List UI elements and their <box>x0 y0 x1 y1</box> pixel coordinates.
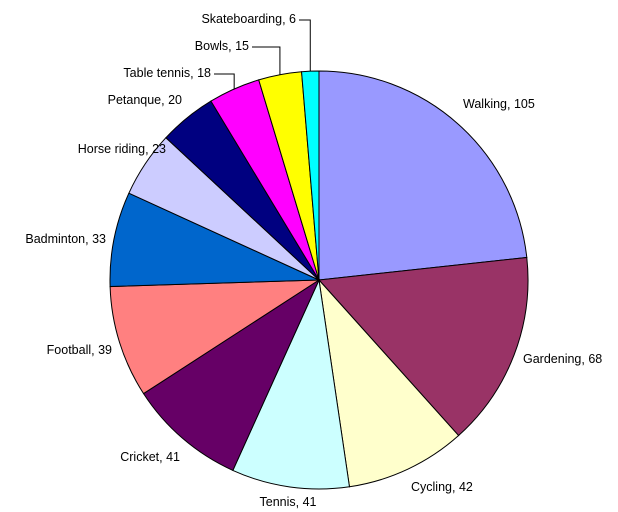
slice-label-value: 6 <box>289 12 296 26</box>
slice-label: Cricket, 41 <box>120 450 180 464</box>
slice-label: Tennis, 41 <box>260 495 317 509</box>
slice-label-category: Skateboarding <box>201 12 282 26</box>
slice-label-category: Badminton <box>25 232 85 246</box>
slice-label-category: Walking <box>463 97 507 111</box>
slice-label-value: 41 <box>303 495 317 509</box>
slice-label-value: 68 <box>588 352 602 366</box>
slice-label-value: 20 <box>168 93 182 107</box>
slice-label: Cycling, 42 <box>411 480 473 494</box>
pie-slice <box>142 278 321 472</box>
slice-label: Skateboarding, 6 <box>201 12 296 26</box>
slice-label-category: Cycling <box>411 480 452 494</box>
slice-label-category: Table tennis <box>123 66 190 80</box>
slice-label-category: Horse riding <box>78 142 145 156</box>
slice-label-category: Cricket <box>120 450 159 464</box>
slice-label-category: Petanque <box>108 93 162 107</box>
pie-slice <box>109 279 321 395</box>
slice-label-category: Football <box>47 343 91 357</box>
slice-label-value: 105 <box>514 97 535 111</box>
slice-label: Walking, 105 <box>463 97 535 111</box>
leader-line <box>252 46 281 75</box>
slice-label-category: Gardening <box>523 352 581 366</box>
slice-label: Petanque, 20 <box>108 93 182 107</box>
slice-label-value: 33 <box>92 232 106 246</box>
slice-label-value: 18 <box>197 66 211 80</box>
slice-label-category: Bowls <box>195 39 228 53</box>
slice-label: Gardening, 68 <box>523 352 602 366</box>
slice-label-category: Tennis <box>260 495 296 509</box>
slice-label: Football, 39 <box>47 343 112 357</box>
leader-line <box>214 73 235 89</box>
slice-label: Bowls, 15 <box>195 39 249 53</box>
pie-slice <box>232 278 351 490</box>
slice-label-value: 23 <box>152 142 166 156</box>
slice-label-value: 41 <box>166 450 180 464</box>
pie-slice <box>318 278 460 488</box>
slice-label-value: 15 <box>235 39 249 53</box>
slice-label: Badminton, 33 <box>25 232 106 246</box>
leader-line <box>299 19 311 72</box>
slice-label: Table tennis, 18 <box>123 66 211 80</box>
slice-label-value: 39 <box>98 343 112 357</box>
slice-label-value: 42 <box>459 480 473 494</box>
slice-label: Horse riding, 23 <box>78 142 166 156</box>
pie-slice <box>317 256 529 437</box>
pie-slice <box>318 70 528 281</box>
